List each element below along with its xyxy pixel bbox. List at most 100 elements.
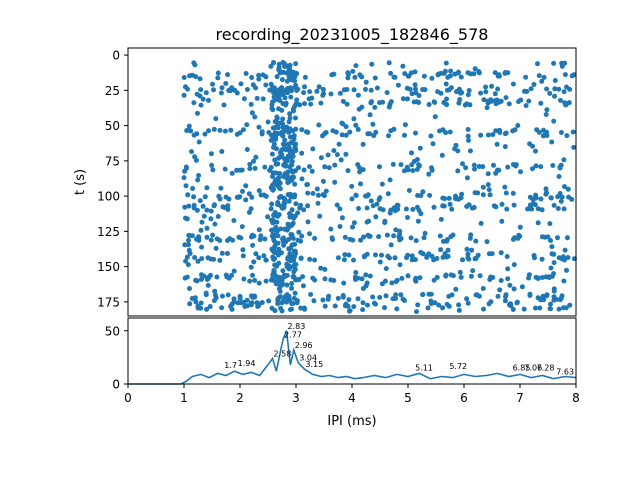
spike-point [382, 305, 387, 311]
spike-point [294, 300, 300, 306]
spike-point [256, 76, 262, 82]
spike-point [478, 132, 484, 138]
spike-point [295, 86, 301, 92]
spike-point [291, 262, 297, 268]
spike-point [449, 292, 455, 298]
spike-point [287, 264, 293, 270]
spike-point [284, 282, 290, 288]
spike-point [552, 86, 558, 92]
spike-point [320, 297, 326, 303]
spike-point [556, 86, 562, 92]
spike-point [561, 206, 567, 212]
spike-point [292, 290, 298, 296]
spike-point [293, 101, 299, 107]
spike-point [432, 114, 438, 120]
spike-point [191, 194, 197, 200]
spike-point [551, 202, 557, 208]
spike-point [342, 252, 348, 258]
spike-point [431, 99, 437, 105]
spike-point [307, 89, 313, 95]
spike-point [198, 102, 204, 108]
spike-point [287, 115, 293, 121]
spike-point [466, 202, 472, 208]
spike-point [546, 275, 552, 280]
spike-point [490, 132, 496, 138]
spike-point [269, 227, 274, 233]
spike-point [353, 270, 359, 275]
spike-point [189, 233, 195, 239]
spike-point [281, 69, 287, 75]
histogram-peak-label: 5.72 [449, 362, 467, 371]
spike-point [388, 70, 394, 76]
spike-point [357, 169, 363, 175]
spike-point [241, 276, 247, 282]
spike-point [557, 165, 563, 171]
spike-point [534, 127, 540, 133]
spike-point [218, 185, 224, 191]
spike-point [377, 294, 383, 300]
spike-point [370, 203, 376, 209]
histogram-xtick-label: 1 [180, 391, 188, 405]
spike-point [251, 233, 257, 239]
spike-point [480, 184, 486, 190]
spike-point [539, 78, 545, 84]
spike-point [277, 150, 283, 156]
spike-point [558, 130, 564, 135]
spike-point [290, 153, 296, 159]
spike-point [453, 286, 459, 292]
spike-point [539, 256, 545, 262]
spike-point [289, 242, 295, 248]
spike-point [438, 247, 444, 253]
spike-point [440, 305, 446, 311]
spike-point [428, 301, 434, 307]
spike-point [547, 90, 553, 96]
spike-point [350, 68, 356, 74]
spike-point [281, 89, 287, 95]
spike-point [197, 198, 203, 204]
histogram-peak-labels: 2.832.77 2.96 2.58 3.043.15 1.7 1.94 5.11 5.72 6… [224, 322, 574, 377]
spike-point [183, 183, 189, 189]
histogram-xtick-label: 0 [124, 391, 132, 405]
spike-point [271, 212, 277, 218]
spike-point [388, 99, 394, 105]
spike-point [328, 226, 334, 232]
spike-point [281, 199, 287, 205]
spike-point [283, 102, 289, 108]
spike-point [551, 294, 557, 300]
spike-point [400, 296, 406, 302]
spike-point [286, 66, 292, 72]
spike-point [314, 88, 320, 94]
spike-point [444, 254, 450, 260]
spike-point [438, 90, 444, 96]
spike-point [205, 282, 211, 288]
spike-point [239, 224, 245, 230]
spike-point [247, 278, 253, 284]
spike-point [183, 258, 189, 264]
spike-point [480, 164, 486, 170]
spike-point [204, 207, 210, 213]
spike-point [326, 165, 332, 171]
spike-point [269, 151, 275, 157]
spike-point [429, 167, 435, 173]
spike-point [205, 255, 211, 261]
spike-point [254, 95, 260, 101]
spike-point [382, 278, 388, 284]
spike-point [565, 255, 571, 260]
spike-point [386, 104, 392, 110]
spike-point [282, 137, 288, 143]
spike-point [481, 306, 486, 312]
spike-point [251, 158, 256, 164]
spike-point [212, 292, 218, 298]
spike-point [302, 101, 307, 107]
spike-point [260, 96, 266, 102]
spike-point [196, 139, 202, 145]
spike-point [334, 152, 340, 158]
spike-point [276, 276, 282, 282]
spike-point [293, 146, 298, 152]
spike-point [478, 90, 484, 96]
spike-point [465, 127, 471, 132]
spike-point [507, 302, 512, 308]
spike-point [533, 163, 539, 169]
spike-point [431, 204, 437, 210]
spike-point [480, 192, 486, 198]
